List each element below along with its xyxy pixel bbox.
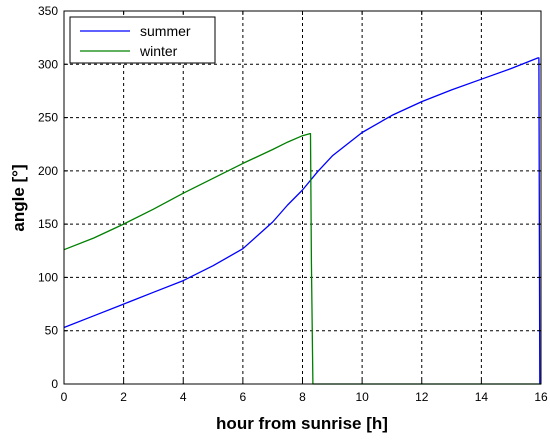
y-tick-label: 100 [38, 270, 58, 284]
y-tick-label: 0 [51, 377, 58, 391]
y-tick-label: 300 [38, 57, 58, 71]
legend-label-winter: winter [139, 43, 178, 59]
legend-box [69, 16, 216, 64]
x-tick-label: 2 [120, 390, 127, 404]
winter-series-line [63, 132, 541, 385]
y-tick-label: 350 [38, 4, 58, 18]
x-tick-label: 10 [355, 390, 369, 404]
x-tick-label: 8 [299, 390, 306, 404]
series-layer [63, 57, 541, 385]
summer-series-line [63, 57, 541, 385]
x-tick-label: 6 [240, 390, 247, 404]
y-tick-label: 150 [38, 217, 58, 231]
y-tick-label: 50 [45, 324, 59, 338]
y-axis-label: angle [°] [9, 164, 28, 231]
x-tick-label: 16 [534, 390, 548, 404]
legend-label-summer: summer [140, 23, 191, 39]
x-tick-label: 4 [180, 390, 187, 404]
legend: summer winter [69, 16, 216, 64]
x-axis-label: hour from sunrise [h] [216, 414, 388, 433]
y-tick-label: 250 [38, 111, 58, 125]
grid-layer [64, 11, 541, 384]
y-tick-label: 200 [38, 164, 58, 178]
tick-layer: 0 2 4 6 8 10 12 14 16 0 50 100 150 200 250 300 350 [38, 4, 548, 404]
x-tick-label: 14 [475, 390, 489, 404]
x-tick-label: 0 [61, 390, 68, 404]
x-tick-label: 12 [415, 390, 429, 404]
